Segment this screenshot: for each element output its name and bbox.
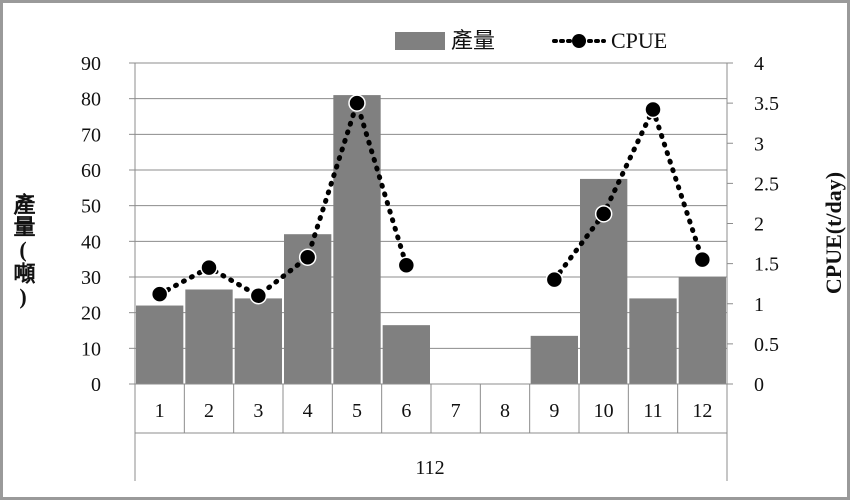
axes: [129, 62, 733, 481]
x-tick-label: 10: [594, 400, 614, 422]
bars-production: [136, 95, 726, 384]
y-tick-label: 30: [81, 267, 101, 289]
cpue-point: [397, 256, 416, 274]
bar: [530, 335, 578, 384]
x-tick-label: 3: [253, 400, 263, 422]
y-axis-title: 產量(噸): [11, 192, 36, 309]
y2-tick-label: 2.5: [754, 173, 779, 195]
y-tick-label: 50: [81, 196, 101, 218]
y-tick-label: 40: [81, 231, 101, 253]
bar: [678, 277, 726, 384]
y2-tick-label: 2: [754, 214, 764, 236]
cpue-line-segment: [551, 102, 705, 283]
bar: [382, 325, 430, 384]
y2-tick-label: 1: [754, 294, 764, 316]
x-tick-label: 1: [155, 400, 165, 422]
cpue-point: [150, 285, 169, 303]
x-tick-label: 5: [352, 400, 362, 422]
cpue-point: [200, 258, 218, 277]
bar: [234, 298, 282, 384]
y2-tick-label: 0.5: [754, 334, 779, 356]
y2-tick-label: 0: [754, 374, 764, 396]
legend-label-cpue: CPUE: [611, 28, 667, 53]
gridlines: [135, 62, 727, 349]
cpue-point: [693, 250, 712, 269]
y2-tick-label: 4: [754, 53, 764, 75]
x-tick-label: 7: [451, 400, 461, 422]
bar: [629, 298, 677, 384]
cpue-point: [594, 205, 613, 223]
cpue-point: [348, 94, 366, 112]
y-tick-label: 70: [81, 124, 101, 146]
x-tick-label: 6: [401, 400, 411, 422]
y2-axis-title: CPUE(t/day): [821, 172, 846, 294]
y-tick-label: 90: [81, 53, 101, 75]
x-tick-label: 2: [204, 400, 214, 422]
legend: 產量 CPUE: [395, 28, 667, 53]
x-tick-label: 4: [303, 400, 313, 422]
cpue-line: [150, 94, 712, 305]
cpue-point: [298, 248, 317, 266]
y-tick-label: 80: [81, 89, 101, 111]
y2-tick-label: 3.5: [754, 93, 779, 115]
group-label: 112: [415, 457, 444, 479]
bar: [136, 305, 184, 384]
y-tick-label: 20: [81, 303, 101, 325]
x-tick-label: 11: [643, 400, 662, 422]
y-tick-label: 10: [81, 338, 101, 360]
x-tick-label: 12: [692, 400, 712, 422]
cpue-point: [249, 286, 268, 305]
legend-swatch-cpue: [552, 34, 606, 48]
y2-tick-label: 1.5: [754, 254, 779, 276]
cpue-line-segment: [157, 94, 409, 299]
x-tick-label: 9: [549, 400, 559, 422]
y-tick-label: 60: [81, 160, 101, 182]
cpue-point: [545, 270, 564, 289]
bar: [185, 289, 233, 384]
cpue-point: [644, 100, 662, 119]
legend-label-production: 產量: [451, 28, 495, 53]
y2-tick-label: 3: [754, 133, 764, 155]
bar: [333, 95, 381, 384]
y-tick-label: 0: [91, 374, 101, 396]
x-tick-label: 8: [500, 400, 510, 422]
legend-swatch-production: [395, 32, 445, 50]
